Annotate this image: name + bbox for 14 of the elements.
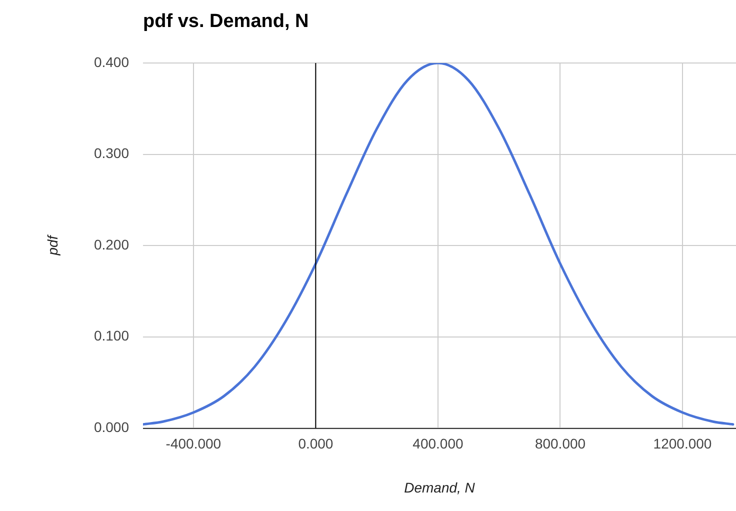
y-tick-label: 0.100 (94, 328, 130, 344)
y-axis-title: pdf (44, 234, 60, 256)
y-tick-label: 0.400 (94, 54, 130, 70)
x-tick-label: -400.000 (166, 435, 222, 452)
line-series (143, 63, 734, 426)
y-tick-label: 0.000 (94, 418, 130, 435)
x-tick-label: 400.000 (412, 435, 464, 452)
x-axis-title: Demand, N (404, 479, 476, 496)
x-tick-label: 0.000 (298, 435, 334, 452)
x-tick-label: 800.000 (534, 435, 586, 452)
x-tick-label: 1200.000 (653, 435, 712, 452)
y-tick-label: 0.200 (94, 236, 130, 252)
y-tick-label: 0.300 (94, 145, 130, 162)
chart-title: pdf vs. Demand, N (143, 11, 309, 32)
